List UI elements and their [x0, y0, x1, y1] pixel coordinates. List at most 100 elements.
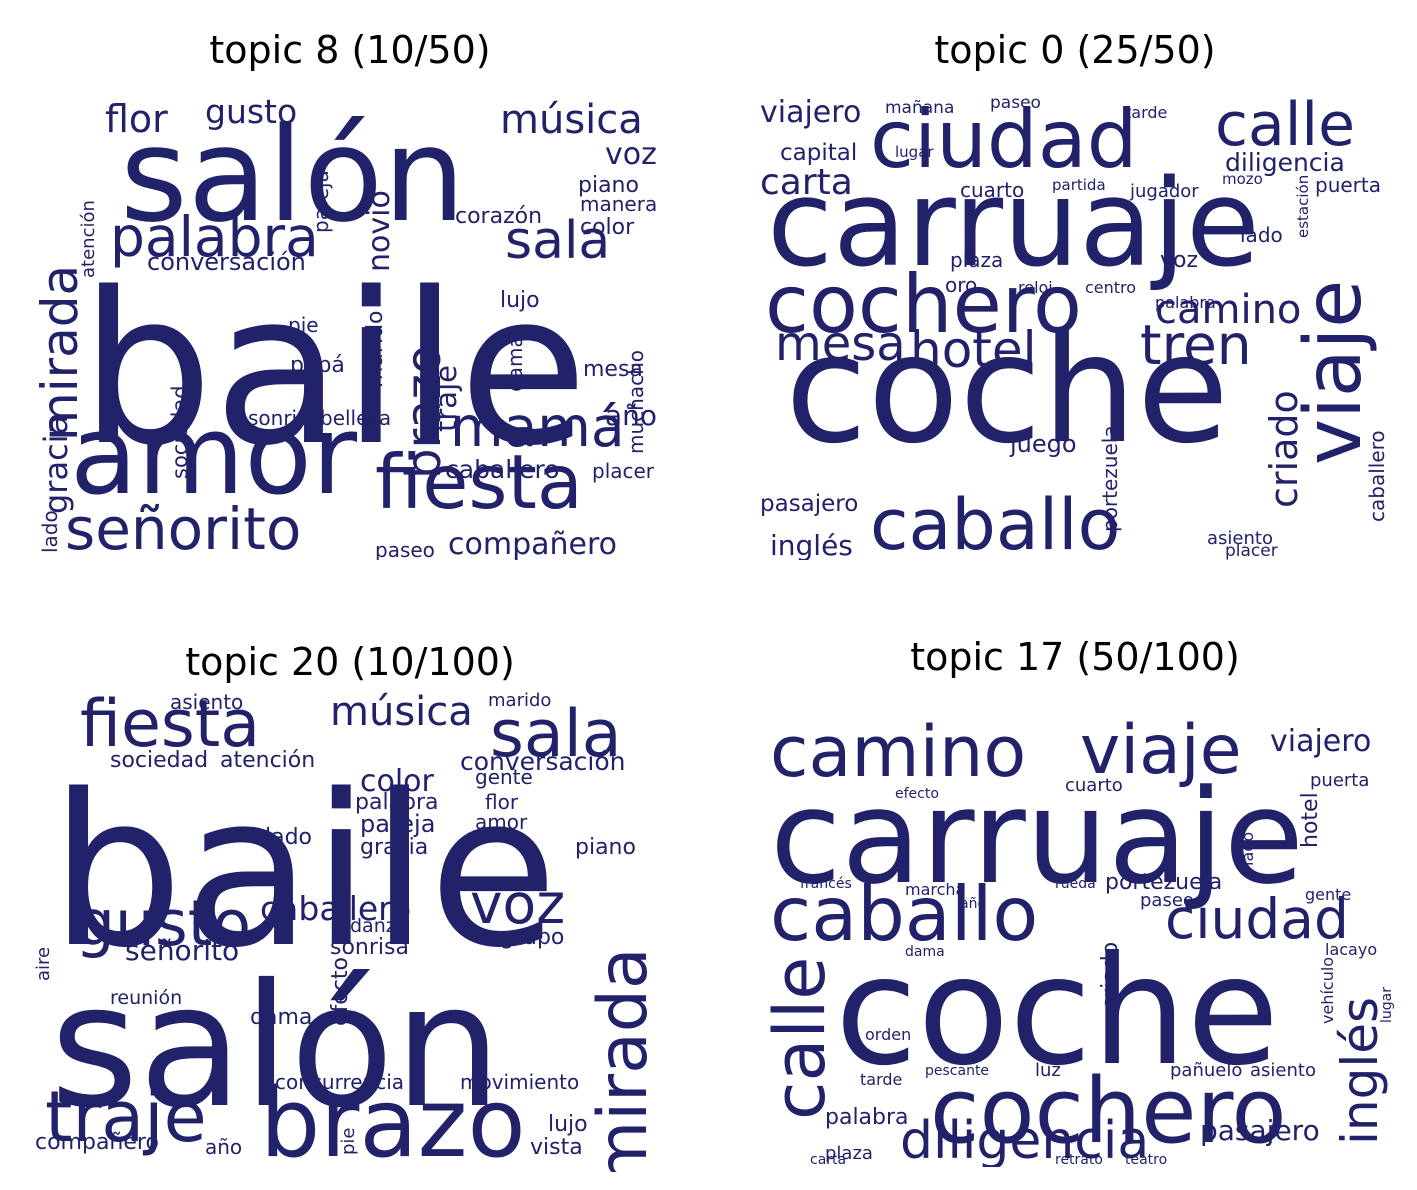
word-lacayo: lacayo — [1325, 940, 1378, 959]
word-carruaje: carruaje — [767, 155, 1260, 294]
word-pañuelo: pañuelo — [1170, 1060, 1243, 1081]
word-mamá: mamá — [450, 395, 625, 459]
word-centro: centro — [1085, 278, 1137, 297]
word-conversación: conversación — [460, 747, 626, 776]
word-sonrisa: sonrisa — [330, 935, 409, 960]
word-caballero: caballero — [260, 889, 412, 928]
word-coche: coche — [785, 303, 1230, 477]
word-danza: danza — [350, 915, 408, 937]
wordcloud-panel-topic-20: topic 20 (10/100) baile salón brazo traje fi… — [30, 640, 670, 1180]
word-teatro: teatro — [1125, 1152, 1168, 1167]
word-año: año — [605, 399, 658, 432]
word-reloj: reloj — [1018, 278, 1053, 297]
word-orden: orden — [865, 1025, 912, 1044]
word-caballo: caballo — [870, 484, 1121, 560]
word-movimiento: movimiento — [460, 1070, 580, 1094]
word-mirada: mirada — [584, 947, 663, 1172]
word-marcha: marcha — [905, 880, 966, 899]
word-vista: vista — [530, 1135, 583, 1160]
word-gusto: gusto — [75, 887, 251, 960]
word-tren: tren — [1140, 313, 1252, 377]
word-año: año — [960, 896, 987, 912]
word-lugar: lugar — [1379, 987, 1395, 1023]
word-dama: dama — [503, 335, 527, 392]
word-concurrencia: concurrencia — [275, 1070, 405, 1094]
word-asiento: asiento — [1207, 528, 1273, 549]
word-color: color — [360, 764, 434, 799]
word-francés: francés — [800, 876, 852, 892]
wordcloud: coche carruaje cochero caballo calle camino vi… — [755, 687, 1395, 1168]
word-aire: aire — [33, 946, 54, 981]
word-plaza: plaza — [825, 1143, 873, 1164]
word-manera: manera — [580, 192, 658, 216]
word-lujo: lujo — [548, 1112, 588, 1137]
word-puerta: puerta — [1310, 770, 1370, 791]
word-lugar: lugar — [895, 143, 934, 161]
word-criado: criado — [1098, 941, 1123, 1010]
word-placer: placer — [1225, 541, 1278, 560]
word-música: música — [500, 97, 643, 143]
word-calle: calle — [1215, 90, 1356, 160]
word-puerta: puerta — [1315, 173, 1381, 197]
word-mesa: mesa — [775, 316, 906, 372]
panel-title: topic 0 (25/50) — [934, 28, 1216, 72]
word-atención: atención — [78, 200, 99, 278]
word-corazón: corazón — [455, 204, 543, 229]
word-mañana: mañana — [885, 98, 955, 118]
word-música: música — [330, 692, 473, 735]
word-gusto: gusto — [205, 92, 298, 131]
word-gracia: gracia — [37, 414, 75, 514]
word-efecto: efecto — [328, 957, 353, 1026]
word-amor: amor — [70, 391, 358, 519]
word-traje: traje — [45, 1076, 207, 1158]
word-año: año — [205, 1135, 243, 1159]
word-baile: baile — [80, 247, 588, 492]
word-pie: pie — [288, 313, 319, 337]
word-partida: partida — [1052, 176, 1106, 194]
word-papá: papá — [290, 353, 345, 378]
word-oro: oro — [945, 273, 978, 297]
word-conversación: conversación — [147, 248, 306, 276]
word-rueda: rueda — [1055, 876, 1096, 892]
word-inglés: inglés — [770, 529, 853, 560]
word-color: color — [580, 215, 635, 240]
word-pasajero: pasajero — [1200, 1114, 1320, 1147]
panel-title: topic 8 (10/50) — [209, 28, 491, 72]
word-vehículo: vehículo — [1318, 956, 1337, 1024]
word-efecto: efecto — [895, 786, 939, 802]
word-lado: lado — [1240, 223, 1283, 247]
word-señorito: señorito — [65, 495, 302, 560]
word-fiesta: fiesta — [80, 692, 261, 762]
word-fiesta: fiesta — [375, 438, 583, 526]
word-lado: lado — [1238, 831, 1257, 866]
word-camino: camino — [770, 711, 1027, 793]
word-dama: dama — [250, 1005, 313, 1030]
word-flor: flor — [485, 790, 519, 814]
word-novio: novio — [362, 190, 397, 272]
word-pareja: pareja — [360, 810, 436, 838]
word-retrato: retrato — [1055, 1152, 1103, 1167]
word-brazo: brazo — [260, 1069, 526, 1172]
word-flor: flor — [105, 97, 168, 141]
word-salón: salón — [50, 948, 502, 1146]
word-asiento: asiento — [1250, 1060, 1316, 1081]
word-ciudad: ciudad — [1165, 887, 1349, 951]
wordcloud: baile salón brazo traje fiesta sala mirada gust… — [30, 692, 670, 1172]
word-traje: traje — [429, 365, 463, 432]
word-marido: marido — [363, 310, 388, 389]
word-piano: piano — [575, 835, 636, 860]
word-salón: salón — [120, 99, 466, 251]
word-asiento: asiento — [170, 692, 244, 714]
word-estación: estación — [1294, 174, 1312, 238]
word-amor: amor — [475, 810, 528, 834]
word-caballero: caballero — [1365, 430, 1389, 522]
word-baile: baile — [50, 749, 558, 994]
panel-title: topic 20 (10/100) — [185, 640, 515, 684]
word-sonrisa: sonrisa — [248, 406, 320, 430]
word-paseo: paseo — [1140, 890, 1194, 911]
word-palabra: palabra — [825, 1105, 909, 1130]
word-caballo: caballo — [770, 870, 1039, 958]
word-plaza: plaza — [950, 248, 1004, 272]
word-compañero: compañero — [448, 527, 617, 560]
word-pie: pie — [338, 1127, 359, 1155]
